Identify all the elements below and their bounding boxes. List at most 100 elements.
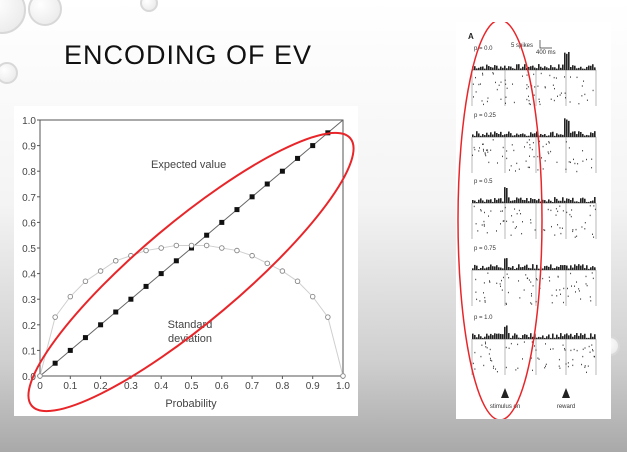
psth-bar — [506, 68, 508, 70]
spike-dot — [486, 347, 488, 349]
spike-dot — [569, 101, 571, 103]
spike-dot — [576, 76, 578, 79]
psth-bar — [544, 66, 546, 70]
spike-dot — [557, 224, 559, 226]
spike-dot — [580, 298, 582, 300]
sd-point — [52, 314, 58, 320]
psth-bar — [580, 66, 582, 70]
psth-bar — [564, 200, 566, 203]
psth-bar — [586, 337, 588, 339]
spike-dot — [502, 220, 504, 222]
psth-bar — [476, 68, 478, 70]
psth-bar — [488, 199, 490, 203]
spike-dot — [489, 281, 491, 283]
psth-bar — [574, 264, 576, 270]
spike-dot — [478, 150, 480, 152]
spike-dot — [527, 86, 529, 88]
psth-bar — [474, 66, 476, 70]
psth-bar — [490, 264, 492, 270]
psth-bar — [576, 134, 578, 137]
psth-bar — [492, 266, 494, 270]
psth-bar — [516, 334, 518, 339]
spike-dot — [533, 156, 535, 158]
psth-bar — [568, 198, 570, 203]
psth-bar — [568, 120, 570, 137]
spike-dot — [500, 81, 502, 83]
spike-dot — [572, 358, 574, 361]
spike-dot — [559, 94, 561, 96]
psth-bar — [518, 198, 520, 203]
psth-bar — [492, 67, 494, 70]
psth-bar — [476, 337, 478, 339]
spike-dot — [482, 72, 484, 75]
spike-dot — [501, 289, 503, 291]
psth-bar — [500, 267, 502, 270]
spike-dot — [505, 102, 506, 105]
event-reward: reward — [557, 404, 575, 410]
raster-figure-panel: A 5 spikes 400 ms p = 0.0 p = 0.25 p = 0.5… — [456, 19, 611, 421]
psth-bar — [544, 266, 546, 270]
psth-bar — [494, 333, 496, 339]
psth-bar — [518, 134, 520, 137]
psth-bar — [494, 198, 496, 203]
spike-dot — [548, 142, 550, 144]
spike-dot — [544, 87, 546, 89]
psth-bar — [484, 336, 486, 339]
ev-point — [128, 296, 134, 302]
spike-dot — [589, 296, 591, 298]
spike-dot — [506, 150, 508, 152]
spike-dot — [570, 215, 572, 218]
spike-dot — [522, 358, 523, 360]
spike-dot — [550, 209, 552, 212]
psth-bar — [556, 68, 558, 70]
psth-bar — [516, 197, 518, 203]
spike-dot — [529, 147, 531, 149]
spike-dot — [475, 76, 476, 79]
psth-bar — [526, 264, 528, 270]
psth-bar — [592, 200, 594, 203]
ev-point — [219, 219, 225, 225]
spike-dot — [513, 101, 515, 104]
spike-dot — [484, 152, 486, 154]
spike-dot — [478, 83, 480, 86]
spike-dot — [550, 150, 552, 153]
spike-dot — [574, 285, 576, 287]
spike-dot — [567, 295, 569, 297]
psth-bar — [546, 336, 548, 339]
spike-dot — [516, 162, 518, 165]
ev-point — [295, 155, 301, 161]
psth-bar — [506, 258, 508, 270]
spike-dot — [584, 365, 586, 367]
spike-dot — [531, 303, 533, 305]
psth-bar — [586, 265, 588, 270]
psth-bar — [510, 267, 512, 270]
psth-bar — [574, 65, 576, 70]
psth-bar — [472, 268, 474, 270]
sd-point — [173, 242, 180, 249]
psth-bar — [510, 337, 512, 339]
x-tick-label: 0.7 — [245, 381, 259, 392]
spike-dot — [508, 347, 510, 349]
psth-bar — [534, 67, 536, 70]
psth-bar — [582, 133, 584, 137]
psth-bar — [500, 333, 502, 339]
spike-dot — [496, 282, 498, 285]
spike-dot — [526, 141, 528, 144]
spike-dot — [544, 367, 546, 369]
condition-label: p = 0.5 — [474, 179, 493, 185]
psth-bar — [546, 135, 548, 137]
spike-dot — [504, 79, 506, 81]
psth-bar — [574, 201, 576, 203]
raster-row: p = 0.75 — [471, 246, 597, 306]
psth-bar — [484, 135, 486, 137]
psth-bar — [496, 199, 498, 203]
psth-bar — [576, 201, 578, 203]
spike-dot — [483, 364, 485, 367]
psth-bar — [492, 134, 494, 137]
psth-bar — [534, 268, 536, 270]
psth-bar — [572, 131, 574, 137]
spike-dot — [505, 302, 507, 305]
psth-bar — [512, 135, 514, 137]
ev-point — [234, 207, 240, 213]
spike-dot — [556, 161, 558, 164]
